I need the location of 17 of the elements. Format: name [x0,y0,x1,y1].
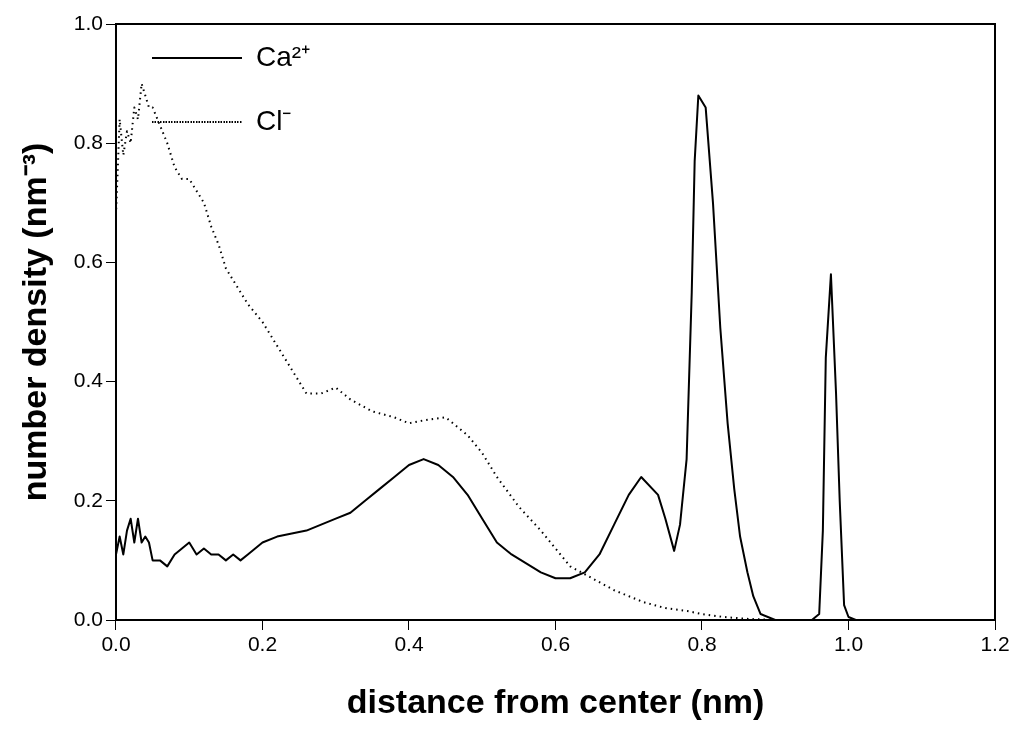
y-tick-label: 0.8 [73,130,103,153]
x-tick-label: 0.4 [394,632,424,656]
x-tick-label: 1.2 [980,632,1010,656]
x-tick-label: 0.6 [540,632,571,656]
x-tick-label: 0.2 [247,632,278,656]
y-tick-label: 0.0 [73,606,103,630]
x-tick-label: 0.8 [687,632,717,656]
legend-label: Cl⁻ [255,104,292,136]
y-axis-title: number density (nm⁻³) [14,142,53,502]
y-tick-label: 0.4 [73,368,104,392]
y-tick-label: 0.2 [73,487,103,511]
legend-label: Ca²⁺ [255,40,311,72]
x-tick-label: 1.0 [833,632,864,656]
x-axis-title: distance from center (nm) [346,681,765,720]
y-tick-label: 0.6 [73,249,103,273]
y-tick-label: 1.0 [73,10,103,34]
x-tick-label: 0.0 [101,632,131,656]
